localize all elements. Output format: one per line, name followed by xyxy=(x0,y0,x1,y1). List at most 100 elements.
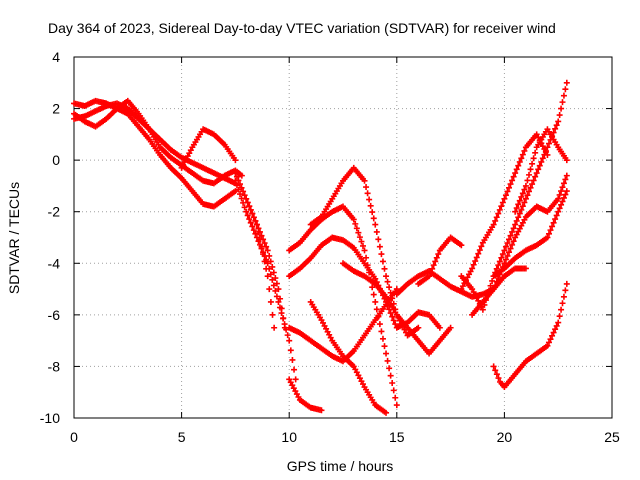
data-point xyxy=(378,251,385,258)
data-point xyxy=(390,387,397,394)
data-point xyxy=(379,258,386,265)
data-point xyxy=(280,315,287,322)
data-series-9 xyxy=(286,203,400,409)
data-point xyxy=(501,247,508,254)
data-point xyxy=(559,300,566,307)
data-point xyxy=(258,243,265,250)
data-point xyxy=(559,184,566,191)
data-point xyxy=(495,262,502,269)
plot-frame xyxy=(73,56,613,419)
data-point xyxy=(490,363,497,370)
data-point xyxy=(384,357,391,364)
data-point xyxy=(560,180,567,187)
data-point xyxy=(504,188,511,195)
data-point xyxy=(476,247,483,254)
data-point xyxy=(539,155,546,162)
data-point xyxy=(238,184,245,191)
data-point xyxy=(552,326,559,333)
data-series-2 xyxy=(71,97,239,210)
data-point xyxy=(550,219,557,226)
data-point xyxy=(447,324,454,331)
data-point xyxy=(496,206,503,213)
data-point xyxy=(560,293,567,300)
data-point xyxy=(244,212,251,219)
data-point xyxy=(556,205,563,212)
data-point xyxy=(270,282,277,289)
data-point xyxy=(519,151,526,158)
data-point xyxy=(247,206,254,213)
data-point xyxy=(553,322,560,329)
data-point xyxy=(256,236,263,243)
data-point xyxy=(355,229,362,236)
data-point xyxy=(264,273,271,280)
data-point xyxy=(250,227,257,234)
data-point xyxy=(545,339,552,346)
data-point xyxy=(361,177,368,184)
data-point xyxy=(530,177,537,184)
y-tick-label: 0 xyxy=(52,152,60,168)
data-point xyxy=(562,86,569,93)
data-points xyxy=(71,79,570,416)
data-point xyxy=(563,188,570,195)
data-point xyxy=(558,306,565,313)
data-point xyxy=(524,192,531,199)
data-point xyxy=(532,149,539,156)
data-point xyxy=(495,210,502,217)
data-point xyxy=(473,254,480,261)
data-point xyxy=(269,276,276,283)
data-point xyxy=(383,273,390,280)
data-point xyxy=(356,234,363,241)
data-point xyxy=(247,219,254,226)
data-point xyxy=(495,375,502,382)
data-point xyxy=(496,258,503,265)
data-point xyxy=(558,201,565,208)
y-tick-label: 2 xyxy=(52,101,60,117)
data-point xyxy=(238,172,245,179)
data-point xyxy=(512,221,519,228)
data-point xyxy=(510,238,517,245)
data-point xyxy=(436,324,443,331)
y-tick-label: -4 xyxy=(48,255,61,271)
data-point xyxy=(553,212,560,219)
data-point xyxy=(359,242,366,249)
data-point xyxy=(250,214,257,221)
data-point xyxy=(381,265,388,272)
data-point xyxy=(284,332,291,339)
data-point xyxy=(286,337,293,344)
data-point xyxy=(521,147,528,154)
data-point xyxy=(502,256,509,263)
data-point xyxy=(518,206,525,213)
data-point xyxy=(470,261,477,268)
data-point xyxy=(558,188,565,195)
data-point xyxy=(498,254,505,261)
data-point xyxy=(495,275,502,282)
data-point xyxy=(562,191,569,198)
data-point xyxy=(253,221,260,228)
data-point xyxy=(392,394,399,401)
data-point xyxy=(261,258,268,265)
data-series-6 xyxy=(232,177,299,383)
data-point xyxy=(506,249,513,256)
data-point xyxy=(522,182,529,189)
data-point xyxy=(277,295,284,302)
data-point xyxy=(378,328,385,335)
data-point xyxy=(555,195,562,202)
data-point xyxy=(267,298,274,305)
data-point xyxy=(507,245,514,252)
data-point xyxy=(291,366,298,373)
data-series-20 xyxy=(490,188,570,280)
y-tick-label: -6 xyxy=(48,307,61,323)
data-point xyxy=(510,173,517,180)
data-point xyxy=(241,192,248,199)
data-series-7 xyxy=(243,195,278,331)
data-point xyxy=(258,232,265,239)
data-point xyxy=(547,336,554,343)
data-point xyxy=(532,173,539,180)
data-point xyxy=(232,177,239,184)
data-point xyxy=(264,260,271,267)
data-point xyxy=(490,286,497,293)
data-point xyxy=(544,151,551,158)
data-point xyxy=(493,265,500,272)
data-point xyxy=(387,372,394,379)
data-point xyxy=(472,258,479,265)
